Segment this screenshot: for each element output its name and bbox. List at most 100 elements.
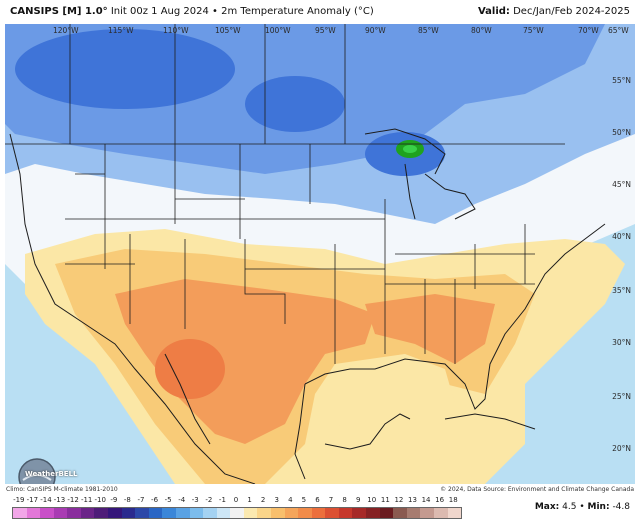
color-swatch xyxy=(80,508,95,518)
field-stats: Max: 4.5 • Min: -4.8 xyxy=(534,502,630,512)
latitude-label: 20°N xyxy=(612,444,631,453)
hot-southeast xyxy=(365,294,495,364)
latitude-label: 30°N xyxy=(612,338,631,347)
init-time: Init 00z 1 Aug 2024 xyxy=(110,6,209,17)
logo-wordmark: WeatherBELL xyxy=(25,470,78,478)
latitude-label: 45°N xyxy=(612,180,631,189)
color-swatch xyxy=(203,508,217,518)
latitude-label: 55°N xyxy=(612,76,631,85)
color-swatch xyxy=(148,508,163,518)
color-legend-tick: -9 xyxy=(110,496,118,504)
color-swatch xyxy=(175,508,190,518)
color-swatch xyxy=(121,508,136,518)
longitude-label: 110°W xyxy=(163,26,189,35)
green-core-inner xyxy=(403,145,417,153)
max-value: 4.5 xyxy=(562,502,577,512)
valid-period: Valid: Dec/Jan/Feb 2024-2025 xyxy=(478,6,630,17)
min-value: -4.8 xyxy=(612,502,630,512)
color-legend-tick: -12 xyxy=(67,496,79,504)
valid-value: Dec/Jan/Feb 2024-2025 xyxy=(513,6,630,17)
climo-note: Climo: CanSIPS M-climate 1981-2010 xyxy=(6,486,118,493)
logo-icon xyxy=(18,458,56,484)
anomaly-map[interactable]: 120°W 115°W 110°W 105°W 100°W 95°W 90°W 85°W 80°… xyxy=(5,24,635,484)
color-swatch xyxy=(447,508,462,518)
color-legend-tick: 4 xyxy=(288,496,293,504)
color-swatch xyxy=(135,508,149,518)
longitude-label: 65°W xyxy=(608,26,629,35)
color-legend-tick: 1 xyxy=(247,496,252,504)
color-legend-tick: -1 xyxy=(218,496,226,504)
color-swatch xyxy=(406,508,421,518)
color-swatch xyxy=(230,508,244,518)
latitude-label: 35°N xyxy=(612,286,631,295)
color-swatch xyxy=(257,508,271,518)
color-swatch xyxy=(162,508,176,518)
color-swatch xyxy=(94,508,109,518)
color-swatch xyxy=(40,508,54,518)
color-legend-tick: 13 xyxy=(408,496,417,504)
color-legend-tick: -2 xyxy=(205,496,213,504)
color-swatch xyxy=(325,508,339,518)
color-swatch xyxy=(352,508,367,518)
field-name: 2m Temperature Anomaly (°C) xyxy=(221,6,374,17)
map-title: CANSIPS [M] 1.0° Init 00z 1 Aug 2024 • 2… xyxy=(10,6,374,17)
hotter-southwest xyxy=(155,339,225,399)
color-legend-tick: -13 xyxy=(53,496,66,504)
longitude-label: 100°W xyxy=(265,26,291,35)
political-boundaries xyxy=(5,24,565,364)
longitude-label: 75°W xyxy=(523,26,544,35)
color-legend-tick: -10 xyxy=(94,496,106,504)
color-swatch xyxy=(284,508,299,518)
latitude-label: 50°N xyxy=(612,128,631,137)
color-swatch xyxy=(379,508,394,518)
data-source-note: © 2024, Data Source: Environment and Cli… xyxy=(440,486,634,493)
color-legend-tick: 11 xyxy=(380,496,390,504)
min-label: Min: xyxy=(587,502,610,512)
max-label: Max: xyxy=(534,502,560,512)
color-legend-tick: -7 xyxy=(137,496,145,504)
longitude-label: 95°W xyxy=(315,26,336,35)
color-swatch xyxy=(13,508,27,518)
color-swatch xyxy=(108,508,122,518)
color-swatch xyxy=(243,508,258,518)
color-swatch xyxy=(53,508,68,518)
color-swatch xyxy=(311,508,326,518)
color-legend-tick: 0 xyxy=(233,496,239,504)
color-legend-tick: -5 xyxy=(164,496,172,504)
model-name: CANSIPS [M] 1.0° xyxy=(10,6,108,17)
gulf-area xyxy=(315,354,455,444)
longitude-label: 80°W xyxy=(471,26,492,35)
color-legend-tick: -19 xyxy=(13,496,25,504)
map-header: CANSIPS [M] 1.0° Init 00z 1 Aug 2024 • 2… xyxy=(0,0,640,24)
color-legend-tick: 9 xyxy=(355,496,361,504)
longitude-label: 70°W xyxy=(578,26,599,35)
color-legend-tick: 12 xyxy=(394,496,404,504)
longitude-label: 115°W xyxy=(108,26,134,35)
color-swatch xyxy=(338,508,353,518)
latitude-label: 40°N xyxy=(612,232,631,241)
color-legend-tick: -6 xyxy=(151,496,159,504)
valid-label: Valid: xyxy=(477,6,510,17)
longitude-label: 90°W xyxy=(365,26,386,35)
color-legend-tick: -3 xyxy=(191,496,199,504)
color-legend-ticks: -19 -17 -14 -13 -12 -11 -10 -9 -8 -7 -6 -5 -4 -3 -2 -1 0… xyxy=(12,496,460,506)
coastlines xyxy=(9,128,606,484)
color-swatch xyxy=(366,508,380,518)
color-swatch xyxy=(420,508,434,518)
longitude-label: 105°W xyxy=(215,26,241,35)
color-legend: -19 -17 -14 -13 -12 -11 -10 -9 -8 -7 -6 -5 -4 -3 -2 -1 0… xyxy=(12,496,462,522)
color-swatch xyxy=(270,508,285,518)
longitude-label: 85°W xyxy=(418,26,439,35)
color-swatch xyxy=(26,508,41,518)
color-legend-tick: -14 xyxy=(40,496,52,504)
hot-region xyxy=(115,279,375,444)
color-legend-tick: 3 xyxy=(274,496,279,504)
color-legend-tick: -4 xyxy=(178,496,186,504)
map-canvas xyxy=(5,24,635,484)
color-swatch xyxy=(393,508,407,518)
color-legend-tick: 16 xyxy=(435,496,445,504)
color-swatch xyxy=(189,508,204,518)
strong-cold-central xyxy=(245,76,345,132)
color-legend-tick: 7 xyxy=(328,496,334,504)
color-legend-tick: 14 xyxy=(421,496,431,504)
